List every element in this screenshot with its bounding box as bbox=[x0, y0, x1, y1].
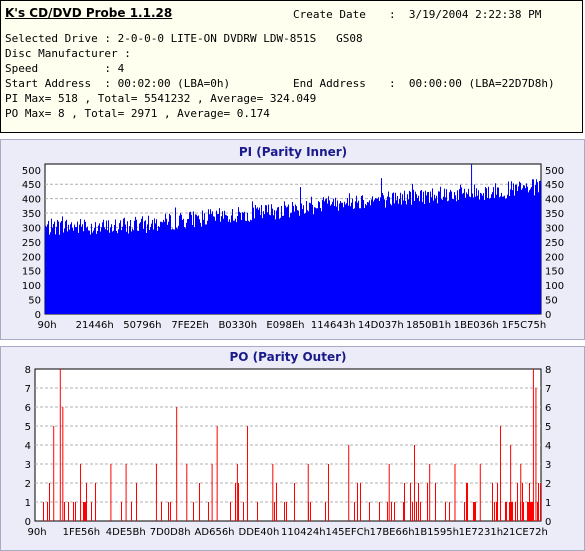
x-tick-label: 50796h bbox=[123, 320, 161, 331]
y-tick-label-right: 8 bbox=[545, 365, 551, 376]
y-tick-label-right: 1 bbox=[545, 498, 551, 509]
y-tick-label-right: 200 bbox=[545, 252, 564, 263]
x-tick-label: 1E7231h bbox=[459, 527, 503, 538]
create-date-value: : 3/19/2004 2:22:38 PM bbox=[389, 8, 542, 21]
y-tick-label-right: 150 bbox=[545, 267, 564, 278]
y-tick-label: 4 bbox=[25, 441, 31, 452]
y-tick-label: 1 bbox=[25, 498, 31, 509]
x-tick-label: 4DE5Bh bbox=[106, 527, 146, 538]
po-stats: PO Max= 8 , Total= 2971 , Average= 0.174 bbox=[5, 107, 270, 120]
y-tick-label-right: 7 bbox=[545, 384, 551, 395]
y-tick-label-right: 500 bbox=[545, 166, 564, 177]
chart-title: PO (Parity Outer) bbox=[229, 350, 346, 364]
x-tick-label: 110424h bbox=[281, 527, 326, 538]
disc-manufacturer: Disc Manufacturer : bbox=[5, 47, 131, 60]
x-tick-label: 7FE2Eh bbox=[171, 320, 208, 331]
pi-stats: PI Max= 518 , Total= 5541232 , Average= … bbox=[5, 92, 317, 105]
y-tick-label: 0 bbox=[35, 310, 41, 321]
y-tick-label: 400 bbox=[22, 195, 41, 206]
y-tick-label-right: 300 bbox=[545, 223, 564, 234]
y-tick-label: 2 bbox=[25, 479, 31, 490]
end-address-value: : 00:00:00 (LBA=22D7D8h) bbox=[389, 77, 555, 90]
y-tick-label: 500 bbox=[22, 166, 41, 177]
app-title: K's CD/DVD Probe 1.1.28 bbox=[5, 6, 173, 20]
y-tick-label-right: 0 bbox=[545, 517, 551, 528]
create-date-label: Create Date bbox=[293, 8, 366, 21]
y-tick-label: 7 bbox=[25, 384, 31, 395]
x-tick-label: 90h bbox=[37, 320, 56, 331]
y-tick-label: 350 bbox=[22, 209, 41, 220]
info-panel: K's CD/DVD Probe 1.1.28 Create Date : 3/… bbox=[0, 0, 583, 133]
y-tick-label: 8 bbox=[25, 365, 31, 376]
y-tick-label-right: 6 bbox=[545, 403, 551, 414]
po-chart-panel: PO (Parity Outer) 0 0 1 1 2 2 3 3 4 4 5 5 6 6 7 7 8 8 90h 1F… bbox=[0, 346, 585, 551]
pi-chart: PI (Parity Inner) 0 0 50 50 100 100 150 150 200 20… bbox=[22, 145, 564, 331]
y-tick-label: 150 bbox=[22, 267, 41, 278]
x-tick-label: 21446h bbox=[76, 320, 114, 331]
po-bars bbox=[43, 483, 541, 521]
y-tick-label: 6 bbox=[25, 403, 31, 414]
y-tick-label: 200 bbox=[22, 252, 41, 263]
selected-drive: Selected Drive : 2-0-0-0 LITE-ON DVDRW L… bbox=[5, 32, 363, 45]
y-tick-label-right: 400 bbox=[545, 195, 564, 206]
y-tick-label: 50 bbox=[28, 296, 41, 307]
y-tick-label-right: 100 bbox=[545, 281, 564, 292]
pi-bars bbox=[45, 178, 541, 314]
x-tick-label: 1850B1h bbox=[406, 320, 451, 331]
x-tick-label: 7D0D8h bbox=[150, 527, 191, 538]
y-tick-label-right: 5 bbox=[545, 422, 551, 433]
x-tick-label: 1BE036h bbox=[454, 320, 499, 331]
x-tick-label: 1B1595h bbox=[414, 527, 459, 538]
y-tick-label: 0 bbox=[25, 517, 31, 528]
chart-title: PI (Parity Inner) bbox=[239, 145, 347, 159]
x-tick-label: 21CE72h bbox=[503, 527, 548, 538]
y-tick-label: 250 bbox=[22, 238, 41, 249]
x-tick-label: AD656h bbox=[195, 527, 235, 538]
y-tick-label-right: 0 bbox=[545, 310, 551, 321]
y-tick-label-right: 450 bbox=[545, 180, 564, 191]
x-tick-label: DDE40h bbox=[239, 527, 280, 538]
y-tick-label-right: 2 bbox=[545, 479, 551, 490]
x-tick-label: 114643h bbox=[311, 320, 356, 331]
x-tick-label: 17BE66h bbox=[370, 527, 415, 538]
y-tick-label: 5 bbox=[25, 422, 31, 433]
y-tick-label-right: 50 bbox=[545, 296, 558, 307]
speed: Speed : 4 bbox=[5, 62, 125, 75]
y-tick-label: 3 bbox=[25, 460, 31, 471]
y-tick-label: 300 bbox=[22, 223, 41, 234]
x-tick-label: 1FE56h bbox=[63, 527, 101, 538]
y-tick-label-right: 250 bbox=[545, 238, 564, 249]
start-address: Start Address : 00:02:00 (LBA=0h) bbox=[5, 77, 231, 90]
y-tick-label: 100 bbox=[22, 281, 41, 292]
x-tick-label: 145EFCh bbox=[325, 527, 369, 538]
x-tick-label: B0330h bbox=[218, 320, 257, 331]
x-tick-label: 1F5C75h bbox=[502, 320, 547, 331]
x-tick-label: E098Eh bbox=[266, 320, 304, 331]
pi-chart-panel: PI (Parity Inner) 0 0 50 50 100 100 150 150 200 20… bbox=[0, 139, 585, 340]
y-tick-label-right: 3 bbox=[545, 460, 551, 471]
x-tick-label: 90h bbox=[27, 527, 46, 538]
y-tick-label-right: 350 bbox=[545, 209, 564, 220]
po-chart: PO (Parity Outer) 0 0 1 1 2 2 3 3 4 4 5 5 6 6 7 7 8 8 90h 1F… bbox=[25, 350, 552, 538]
y-tick-label: 450 bbox=[22, 180, 41, 191]
end-address-label: End Address bbox=[293, 77, 366, 90]
x-tick-label: 14D037h bbox=[358, 320, 404, 331]
y-tick-label-right: 4 bbox=[545, 441, 551, 452]
